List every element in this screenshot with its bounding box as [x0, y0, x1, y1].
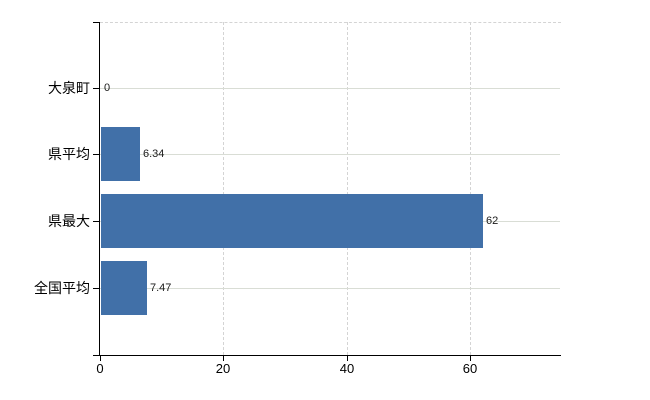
x-axis-line [99, 355, 561, 356]
y-axis-end-tick [93, 22, 99, 23]
x-axis-tick [347, 356, 348, 361]
gridline-horizontal [100, 88, 560, 89]
x-axis-tick-label: 40 [339, 361, 355, 376]
plot-top-border [100, 22, 561, 23]
x-axis-tick [470, 356, 471, 361]
y-axis-line [99, 22, 100, 356]
category-label: 県平均 [48, 146, 90, 162]
gridline-vertical [470, 22, 471, 355]
y-axis-tick [93, 288, 99, 289]
gridline-vertical [223, 22, 224, 355]
x-axis-tick [223, 356, 224, 361]
category-label: 県最大 [48, 213, 90, 229]
gridline-horizontal [100, 288, 560, 289]
bar [101, 261, 147, 315]
y-axis-tick [93, 221, 99, 222]
category-label: 全国平均 [34, 280, 90, 296]
y-axis-end-tick [93, 355, 99, 356]
x-axis-tick [100, 356, 101, 361]
bar [101, 194, 483, 248]
bar-value-label: 62 [486, 215, 499, 227]
x-axis-tick-label: 0 [96, 361, 104, 376]
y-axis-tick [93, 154, 99, 155]
y-axis-tick [93, 88, 99, 89]
x-axis-tick-label: 60 [462, 361, 478, 376]
gridline-horizontal [100, 154, 560, 155]
bar [101, 127, 140, 181]
x-axis-tick-label: 20 [215, 361, 231, 376]
bar-value-label: 0 [104, 82, 111, 94]
bar-value-label: 7.47 [150, 282, 172, 294]
bar-value-label: 6.34 [143, 148, 165, 160]
gridline-vertical [347, 22, 348, 355]
category-label: 大泉町 [48, 80, 90, 96]
